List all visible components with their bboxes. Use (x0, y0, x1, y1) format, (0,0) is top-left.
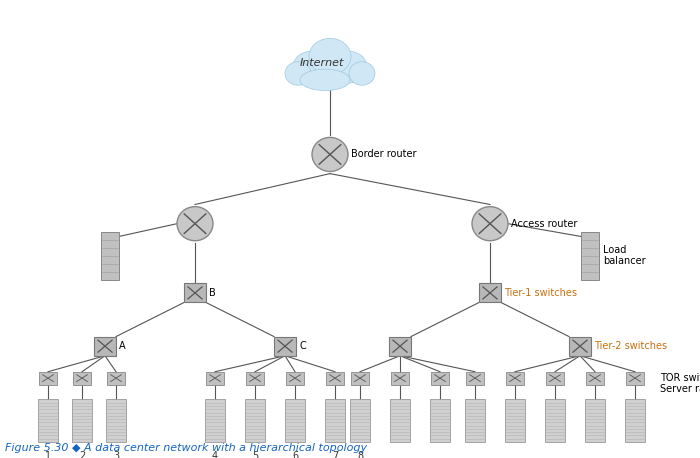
Ellipse shape (285, 62, 311, 85)
Ellipse shape (309, 38, 351, 75)
Text: 1: 1 (45, 451, 51, 458)
Text: 2: 2 (79, 451, 85, 458)
Text: 4: 4 (212, 451, 218, 458)
FancyBboxPatch shape (326, 372, 344, 385)
Text: Load
balancer: Load balancer (603, 245, 645, 267)
Text: Tier-2 switches: Tier-2 switches (594, 341, 667, 351)
Text: A: A (119, 341, 125, 351)
FancyBboxPatch shape (38, 399, 58, 442)
FancyBboxPatch shape (479, 284, 501, 302)
FancyBboxPatch shape (107, 372, 125, 385)
Ellipse shape (329, 51, 367, 83)
FancyBboxPatch shape (390, 399, 410, 442)
FancyBboxPatch shape (586, 372, 604, 385)
Text: TOR switches: TOR switches (660, 373, 700, 383)
FancyBboxPatch shape (431, 372, 449, 385)
FancyBboxPatch shape (585, 399, 605, 442)
Text: Internet: Internet (300, 58, 344, 68)
FancyBboxPatch shape (286, 372, 304, 385)
FancyBboxPatch shape (39, 372, 57, 385)
FancyBboxPatch shape (285, 399, 305, 442)
Text: Access router: Access router (511, 218, 578, 229)
Text: 6: 6 (292, 451, 298, 458)
FancyBboxPatch shape (274, 337, 296, 356)
FancyBboxPatch shape (625, 399, 645, 442)
FancyBboxPatch shape (506, 372, 524, 385)
FancyBboxPatch shape (389, 337, 411, 356)
FancyBboxPatch shape (350, 399, 370, 442)
FancyBboxPatch shape (545, 399, 565, 442)
Text: Figure 5.30 ◆ A data center network with a hierarchical topology: Figure 5.30 ◆ A data center network with… (5, 443, 367, 453)
FancyBboxPatch shape (391, 372, 409, 385)
FancyBboxPatch shape (626, 372, 644, 385)
Text: C: C (299, 341, 306, 351)
Text: B: B (209, 288, 216, 298)
Text: Border router: Border router (351, 149, 416, 159)
FancyBboxPatch shape (94, 337, 116, 356)
Ellipse shape (293, 51, 331, 83)
FancyBboxPatch shape (73, 372, 91, 385)
Ellipse shape (177, 207, 213, 241)
FancyBboxPatch shape (205, 399, 225, 442)
FancyBboxPatch shape (101, 232, 119, 279)
Text: 7: 7 (332, 451, 338, 458)
FancyBboxPatch shape (72, 399, 92, 442)
Text: 5: 5 (252, 451, 258, 458)
Ellipse shape (349, 62, 375, 85)
FancyBboxPatch shape (246, 372, 264, 385)
FancyBboxPatch shape (465, 399, 485, 442)
FancyBboxPatch shape (581, 232, 599, 279)
FancyBboxPatch shape (325, 399, 345, 442)
FancyBboxPatch shape (245, 399, 265, 442)
FancyBboxPatch shape (206, 372, 224, 385)
Ellipse shape (312, 137, 348, 171)
FancyBboxPatch shape (466, 372, 484, 385)
FancyBboxPatch shape (184, 284, 206, 302)
Ellipse shape (472, 207, 508, 241)
FancyBboxPatch shape (546, 372, 564, 385)
Text: Tier-1 switches: Tier-1 switches (504, 288, 577, 298)
Text: 8: 8 (357, 451, 363, 458)
Ellipse shape (300, 69, 350, 91)
FancyBboxPatch shape (505, 399, 525, 442)
FancyBboxPatch shape (106, 399, 126, 442)
FancyBboxPatch shape (569, 337, 591, 356)
Text: Server racks: Server racks (660, 384, 700, 394)
FancyBboxPatch shape (430, 399, 450, 442)
FancyBboxPatch shape (351, 372, 369, 385)
Text: 3: 3 (113, 451, 119, 458)
